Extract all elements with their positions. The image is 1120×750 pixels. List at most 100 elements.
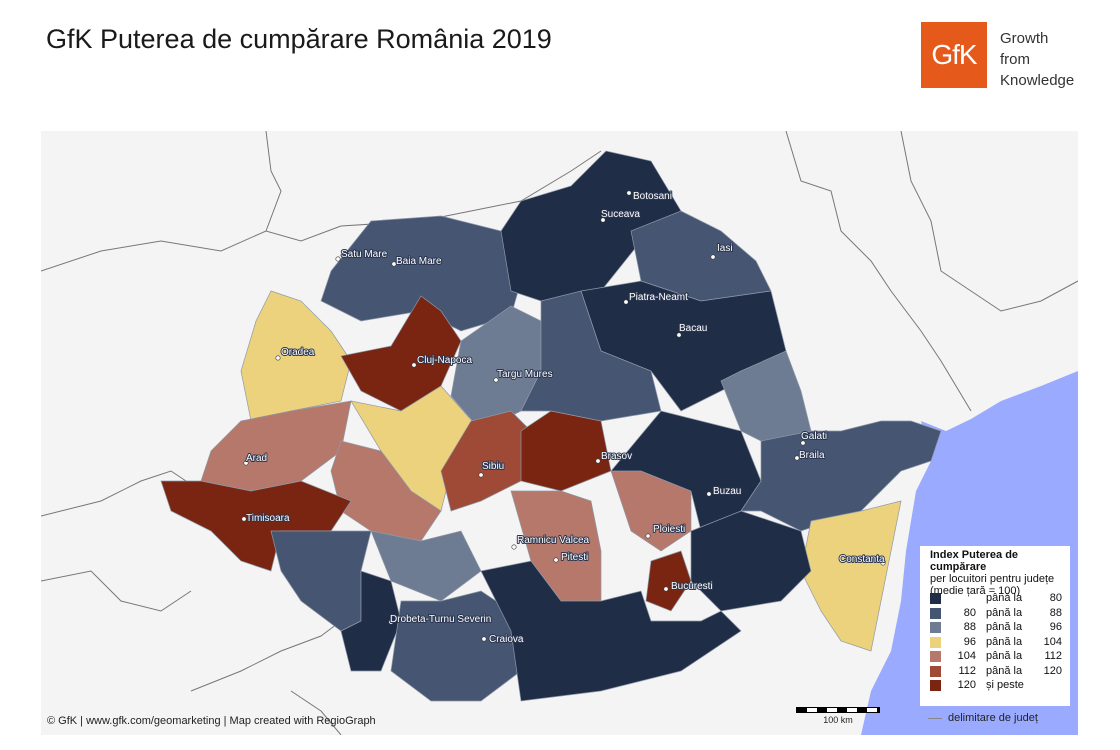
city-label-iasi: Iasi xyxy=(717,243,733,254)
boundary-line-sample xyxy=(928,717,942,719)
city-dot-ramnicu-valcea xyxy=(511,544,517,550)
legend-from: 80 xyxy=(963,606,976,619)
city-dot-sibiu xyxy=(478,472,484,478)
legend-mid: până la xyxy=(986,606,1023,619)
city-dot-brasov xyxy=(595,458,601,464)
city-dot-ploiesti xyxy=(645,533,651,539)
cities: Botosani Suceava Iasi Satu Mare Baia Mar… xyxy=(241,190,886,646)
romania-map: Botosani Suceava Iasi Satu Mare Baia Mar… xyxy=(41,131,1078,735)
city-dot-baia-mare xyxy=(391,261,397,267)
city-label-sibiu: Sibiu xyxy=(482,461,504,472)
city-label-arad: Arad xyxy=(246,453,267,464)
scale-bar: 100 km xyxy=(796,707,880,725)
city-label-timisoara: Timisoara xyxy=(246,513,290,524)
legend-mid: până la xyxy=(986,592,1023,604)
city-label-oradea: Oradea xyxy=(281,347,315,358)
city-dot-piatra-neamt xyxy=(623,299,629,305)
county-bucuresti xyxy=(645,550,692,612)
legend-from: 104 xyxy=(957,650,976,662)
scale-bar-label: 100 km xyxy=(823,715,853,725)
legend-swatch xyxy=(930,622,941,633)
city-label-targu-mures: Targu Mures xyxy=(497,369,553,380)
city-label-drobeta: Drobeta-Turnu Severin xyxy=(390,614,491,625)
legend-mid: până la xyxy=(986,650,1023,662)
legend-row: 96 până la 104 xyxy=(930,636,1070,650)
city-dot-buzau xyxy=(706,491,712,497)
county-constanta xyxy=(800,500,902,652)
legend-to: 120 xyxy=(1043,664,1062,677)
county-caras-severin xyxy=(270,530,372,632)
county-vrancea-galati xyxy=(720,350,812,452)
scale-bar-graphic xyxy=(796,707,880,713)
city-dot-constanta xyxy=(880,560,886,566)
legend-swatch xyxy=(930,665,941,677)
legend-row: 104 până la 112 xyxy=(930,650,1070,664)
city-label-suceava: Suceava xyxy=(601,209,640,220)
tagline-line-2: from xyxy=(1000,51,1030,68)
legend-title: Index Puterea de cumpărare xyxy=(930,549,1019,573)
copyright: © GfK | www.gfk.com/geomarketing | Map c… xyxy=(47,715,376,727)
city-dot-craiova xyxy=(481,636,487,642)
city-dot-targu-mures xyxy=(493,377,499,383)
county-bihor xyxy=(240,290,352,422)
county-mehedinti xyxy=(340,570,402,672)
city-dot-iasi xyxy=(710,254,716,260)
county-brasov xyxy=(520,410,612,492)
city-label-buzau: Buzau xyxy=(713,486,741,497)
legend-row: 112 până la 120 xyxy=(930,665,1070,679)
city-label-bucuresti: Bucuresti xyxy=(671,581,713,592)
legend-to: 96 xyxy=(1049,621,1062,633)
city-dot-galati xyxy=(800,440,806,446)
city-label-piatra-neamt: Piatra-Neamt xyxy=(629,292,688,303)
county-harghita-covasna xyxy=(520,290,662,422)
city-dot-botosani xyxy=(626,190,632,196)
map-svg: Botosani Suceava Iasi Satu Mare Baia Mar… xyxy=(41,131,1078,735)
city-dot-bucuresti xyxy=(663,586,669,592)
city-label-satu-mare: Satu Mare xyxy=(341,249,388,260)
city-dot-oradea xyxy=(275,355,281,361)
map-title: GfK Puterea de cumpărare România 2019 xyxy=(46,24,552,54)
city-label-botosani: Botosani xyxy=(633,191,672,202)
gfk-logo: GfK xyxy=(921,22,987,88)
legend-from: 96 xyxy=(963,635,976,648)
legend-to: 88 xyxy=(1049,606,1062,619)
city-label-pitesti: Pitesti xyxy=(561,552,588,563)
county-arad xyxy=(200,400,352,492)
city-label-galati: Galati xyxy=(801,431,827,442)
city-dot-pitesti xyxy=(553,557,559,563)
legend-subtitle-2: (medie țară = 100) xyxy=(930,585,1021,597)
city-dot-drobeta xyxy=(388,619,394,625)
city-label-brasov: Brasov xyxy=(601,451,632,462)
legend-from: 88 xyxy=(963,621,976,633)
legend-swatch xyxy=(930,607,941,619)
legend-to: 104 xyxy=(1043,635,1062,648)
legend-to: 80 xyxy=(1049,592,1062,604)
legend-mid: până la xyxy=(986,621,1023,633)
tagline-line-3: Knowledge xyxy=(1000,72,1075,89)
legend-swatch xyxy=(930,680,941,691)
city-label-craiova: Craiova xyxy=(489,634,524,645)
boundary-legend: delimitare de județ xyxy=(928,712,1038,724)
tagline-line-1: Growth xyxy=(1000,30,1049,47)
boundary-legend-label: delimitare de județ xyxy=(948,712,1038,724)
legend-from: 120 xyxy=(957,679,976,691)
city-label-braila: Braila xyxy=(799,450,825,461)
legend: Index Puterea de cumpărare per locuitori… xyxy=(920,546,1070,706)
city-dot-timisoara xyxy=(241,516,247,522)
county-olt-teleorman-giurgiu xyxy=(480,560,742,702)
city-dot-braila xyxy=(794,455,800,461)
country-borders xyxy=(41,131,1078,735)
city-label-ploiesti: Ploiesti xyxy=(653,524,685,535)
city-label-baia-mare: Baia Mare xyxy=(396,256,442,267)
county-braila-tulcea xyxy=(740,420,942,532)
city-dot-bacau xyxy=(676,332,682,338)
legend-row: 120 și peste xyxy=(930,679,1070,693)
legend-mid: până la xyxy=(986,635,1023,648)
legend-mid: până la xyxy=(986,664,1023,677)
legend-to: 112 xyxy=(1044,650,1062,662)
city-label-constanta: Constanta xyxy=(839,554,885,565)
legend-swatch xyxy=(930,636,941,648)
legend-row: până la 80 xyxy=(930,592,1070,606)
tagline: Growth from Knowledge xyxy=(1000,28,1074,91)
counties xyxy=(160,150,942,702)
